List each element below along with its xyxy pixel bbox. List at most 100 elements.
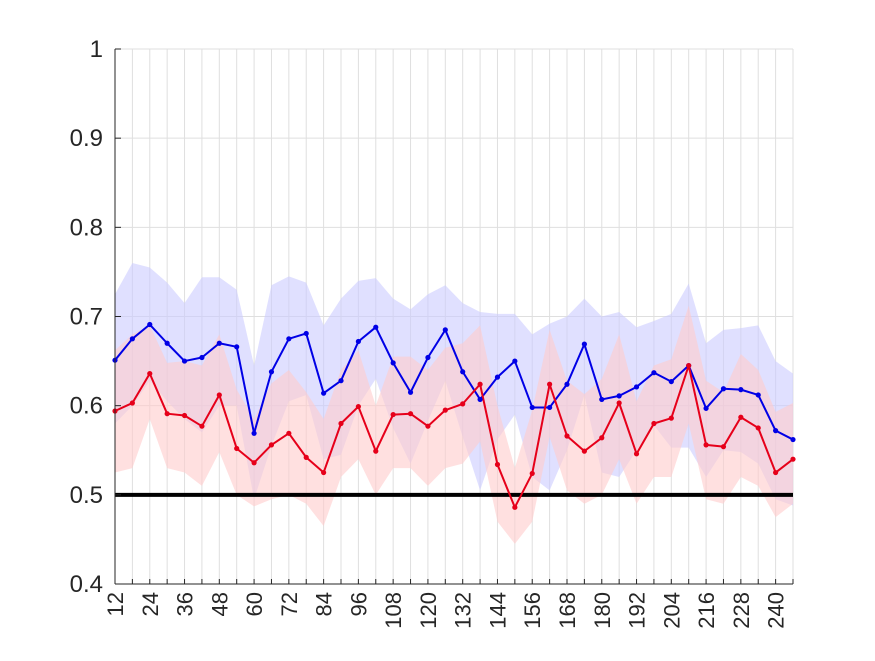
data-point (477, 381, 483, 387)
confidence-bands (115, 263, 793, 544)
data-point (268, 369, 275, 375)
data-point (477, 396, 483, 403)
y-tick-label: 1 (90, 36, 103, 63)
y-tick-label: 0.7 (70, 304, 103, 331)
series-lines (114, 323, 794, 509)
data-point (303, 454, 309, 460)
confidence-band-2 (115, 305, 793, 544)
data-point (529, 404, 535, 411)
data-point (303, 330, 309, 337)
x-tick-label: 204 (659, 592, 684, 629)
data-point (547, 404, 553, 411)
tick-labels: 0.4 0.5 0.6 0.7 0.8 0.9 1 12 24 36 48 60 72 84 96 108 12… (70, 36, 789, 629)
data-point (755, 425, 761, 431)
y-tick-label: 0.6 (70, 393, 103, 420)
data-point (355, 403, 361, 410)
data-point (703, 405, 709, 411)
y-tick-label: 0.9 (70, 125, 103, 152)
data-point (616, 393, 622, 399)
data-point (286, 430, 292, 436)
data-point (251, 460, 257, 466)
y-tick-label: 0.8 (70, 214, 103, 241)
data-point (234, 344, 240, 350)
data-point (338, 378, 344, 384)
data-point (633, 384, 640, 390)
data-point (547, 381, 553, 387)
data-point (738, 387, 744, 393)
x-tick-label: 192 (625, 592, 650, 629)
x-tick-label: 144 (485, 592, 510, 629)
x-tick-label: 84 (312, 592, 337, 616)
data-point (633, 451, 640, 457)
data-point (564, 433, 570, 439)
data-point (790, 456, 796, 462)
data-point (216, 392, 222, 398)
x-tick-label: 228 (729, 592, 754, 629)
data-point (581, 341, 587, 347)
data-point (686, 362, 692, 369)
data-point (129, 336, 135, 342)
data-point (407, 411, 414, 417)
x-tick-label: 168 (555, 592, 580, 629)
x-tick-label: 36 (173, 592, 198, 616)
data-point (129, 400, 135, 406)
data-point (164, 411, 170, 417)
data-point (460, 401, 466, 407)
data-point (703, 442, 709, 448)
x-tick-label: 216 (694, 592, 719, 629)
data-point (512, 358, 518, 364)
x-tick-label: 120 (416, 592, 441, 629)
data-point (442, 327, 448, 333)
data-point (390, 360, 396, 366)
data-point (268, 442, 275, 448)
data-point (390, 411, 396, 418)
data-point (581, 448, 587, 454)
data-point (651, 370, 657, 376)
data-point (790, 436, 796, 443)
data-point (355, 338, 361, 345)
data-point (494, 374, 501, 380)
x-tick-label: 180 (590, 592, 615, 629)
data-point (616, 400, 622, 406)
x-tick-label: 72 (277, 592, 302, 616)
data-point (442, 407, 448, 413)
y-tick-label: 0.5 (70, 482, 103, 509)
data-point (773, 469, 779, 476)
x-tick-label: 240 (764, 592, 789, 629)
x-tick-label: 96 (346, 592, 371, 616)
data-point (460, 369, 466, 375)
data-point (773, 428, 779, 434)
data-point (599, 396, 605, 403)
data-point (720, 444, 727, 450)
data-point (338, 420, 344, 427)
y-tick-label: 0.4 (70, 571, 103, 598)
x-tick-label: 24 (138, 592, 163, 616)
data-point (564, 381, 570, 387)
data-point (425, 354, 431, 361)
data-point (651, 420, 657, 427)
data-point (147, 370, 153, 377)
data-point (147, 321, 153, 328)
data-point (181, 358, 188, 364)
data-point (216, 340, 222, 346)
x-tick-label: 60 (242, 592, 267, 616)
data-point (668, 378, 674, 385)
x-tick-label: 12 (103, 592, 128, 616)
data-point (251, 430, 257, 436)
data-point (425, 423, 431, 429)
data-point (234, 445, 240, 452)
x-tick-label: 156 (520, 592, 545, 629)
data-point (668, 415, 674, 421)
data-point (286, 336, 292, 342)
data-point (373, 448, 379, 454)
data-point (407, 389, 414, 395)
series-line-1 (114, 323, 794, 441)
x-tick-label: 132 (451, 592, 476, 629)
data-point (720, 386, 727, 392)
data-point (755, 392, 761, 398)
data-point (529, 470, 535, 477)
data-point (494, 461, 501, 468)
data-point (373, 324, 379, 330)
